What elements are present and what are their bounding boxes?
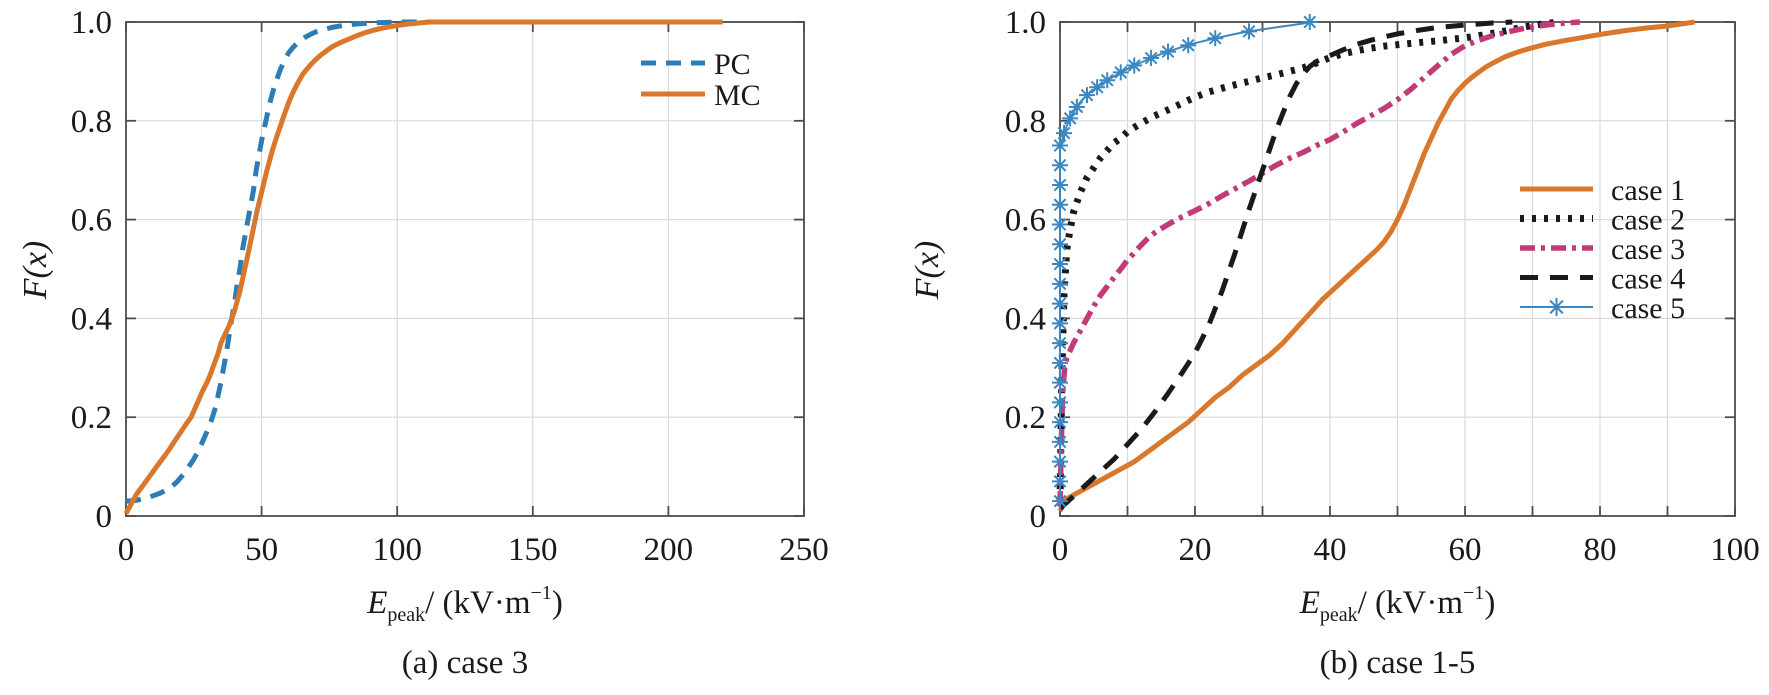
- left-subplot-caption: (a) case 3: [401, 645, 529, 681]
- y-tick-label: 0.4: [71, 301, 112, 337]
- y-tick-label: 0: [1030, 499, 1047, 535]
- legend-label: MC: [714, 79, 761, 112]
- left-y-axis-label: F(x): [17, 240, 54, 300]
- right-series-case-3: [1057, 19, 1581, 507]
- right-series-case-1: [1057, 19, 1695, 513]
- x-tick-label: 200: [644, 532, 694, 568]
- left-series-PC: [125, 19, 479, 504]
- y-tick-label: 0.2: [71, 400, 112, 436]
- right-series-case-4: [1058, 19, 1513, 511]
- right-tick-labels: 0 20 40 60 80 100 0 0.2 0.4 0.6 0.8 1.0: [1005, 5, 1760, 568]
- x-tick-label: 20: [1179, 532, 1212, 568]
- legend-entry-case-5: case 5: [1520, 292, 1685, 325]
- x-tick-label: 150: [508, 532, 558, 568]
- right-series-case-2: [1056, 18, 1560, 502]
- legend-entry-MC: MC: [641, 79, 761, 112]
- series-line: [1056, 18, 1560, 502]
- right-x-axis-label: Epeak/ (kV·m−1): [1299, 582, 1496, 626]
- y-tick-label: 0: [96, 499, 113, 535]
- x-tick-label: 100: [372, 532, 422, 568]
- x-tick-label: 40: [1314, 532, 1347, 568]
- y-tick-label: 1.0: [1005, 5, 1046, 41]
- x-tick-label: 60: [1449, 532, 1482, 568]
- legend-entry-case-3: case 3: [1520, 233, 1685, 266]
- y-tick-label: 0.2: [1005, 400, 1046, 436]
- x-tick-label: 0: [118, 532, 135, 568]
- series-line: [1057, 19, 1695, 513]
- x-tick-label: 50: [245, 532, 278, 568]
- y-tick-label: 0.6: [71, 203, 112, 239]
- legend-entry-case-4: case 4: [1520, 263, 1685, 296]
- left-x-axis-label: Epeak/ (kV·m−1): [367, 582, 563, 626]
- legend-label: case 2: [1611, 204, 1685, 237]
- legend-swatch-marker: [1547, 298, 1566, 316]
- y-tick-label: 0.4: [1005, 301, 1046, 337]
- legend-label: case 4: [1611, 263, 1685, 296]
- series-line: [1057, 19, 1581, 507]
- y-tick-label: 0.6: [1005, 203, 1046, 239]
- legend-label: case 1: [1611, 174, 1685, 207]
- y-tick-label: 0.8: [71, 104, 112, 140]
- series-markers-asterisk: [1052, 14, 1318, 510]
- series-line: [1058, 19, 1513, 511]
- y-tick-label: 0.8: [1005, 104, 1046, 140]
- series-line: [125, 19, 479, 504]
- x-tick-label: 100: [1710, 532, 1760, 568]
- legend-entry-case-1: case 1: [1520, 174, 1685, 207]
- legend-label: PC: [714, 48, 751, 81]
- left-tick-labels: 0 50 100 150 200 250 0 0.2 0.4 0.6 0.8 1.0: [71, 5, 829, 568]
- left-gridlines: [126, 22, 804, 516]
- right-y-axis-label: F(x): [909, 240, 946, 300]
- left-series-MC: [123, 19, 723, 515]
- legend-entry-case-2: case 2: [1520, 204, 1685, 237]
- x-tick-label: 250: [779, 532, 829, 568]
- legend-entry-PC: PC: [641, 48, 751, 81]
- series-line: [123, 19, 723, 515]
- x-tick-label: 80: [1584, 532, 1617, 568]
- right-series-case-5: [1052, 14, 1318, 510]
- right-subplot-caption: (b) case 1-5: [1319, 645, 1476, 681]
- x-tick-label: 0: [1052, 532, 1069, 568]
- legend-label: case 3: [1611, 233, 1685, 266]
- legend-label: case 5: [1611, 292, 1685, 325]
- y-tick-label: 1.0: [71, 5, 112, 41]
